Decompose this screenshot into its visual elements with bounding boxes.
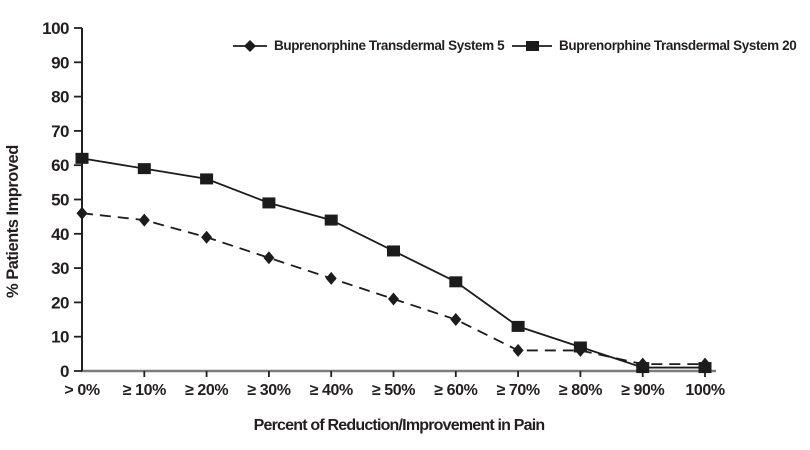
y-tick-label: 50 bbox=[51, 191, 69, 210]
y-tick-label: 20 bbox=[51, 293, 69, 312]
x-tick-label: ≥ 40% bbox=[310, 382, 353, 399]
series-line-square bbox=[81, 157, 705, 369]
data-point-square bbox=[137, 163, 151, 175]
data-point-diamond bbox=[574, 343, 586, 357]
y-tick-label: 10 bbox=[51, 328, 69, 347]
data-point-diamond bbox=[201, 230, 213, 244]
data-point-diamond bbox=[76, 206, 88, 220]
data-point-square bbox=[262, 197, 276, 209]
y-tick-label: 60 bbox=[51, 156, 69, 175]
data-point-diamond bbox=[450, 313, 462, 327]
x-tick-label: ≥ 90% bbox=[621, 382, 664, 399]
x-tick-label: ≥ 60% bbox=[434, 382, 477, 399]
data-point-diamond bbox=[637, 357, 649, 371]
square-marker-icon bbox=[512, 40, 552, 51]
legend-item-system-5: Buprenorphine Transdermal System 5 bbox=[233, 38, 505, 53]
x-tick-label: ≥ 70% bbox=[496, 382, 539, 399]
data-point-square bbox=[324, 214, 338, 226]
data-point-diamond bbox=[388, 292, 399, 306]
y-tick-label: 0 bbox=[60, 362, 69, 381]
x-tick-label: ≥ 30% bbox=[247, 382, 290, 399]
x-tick-label: ≥ 20% bbox=[185, 382, 228, 399]
y-tick-label: 80 bbox=[51, 88, 69, 107]
legend-item-system-20: Buprenorphine Transdermal System 20 bbox=[512, 38, 797, 53]
legend-label-system-5: Buprenorphine Transdermal System 5 bbox=[274, 38, 505, 53]
data-point-square bbox=[75, 152, 89, 164]
y-tick-label: 40 bbox=[51, 225, 69, 244]
x-tick-label: ≥ 50% bbox=[372, 382, 415, 399]
x-tick-label: > 0% bbox=[64, 382, 99, 399]
series-line-diamond bbox=[81, 212, 705, 366]
legend-label-system-20: Buprenorphine Transdermal System 20 bbox=[559, 38, 797, 53]
data-point-square bbox=[387, 245, 400, 257]
data-point-diamond bbox=[138, 213, 150, 227]
y-tick-label: 70 bbox=[51, 122, 69, 141]
x-axis-title: Percent of Reduction/Improvement in Pain bbox=[253, 417, 546, 434]
x-tick-label: ≥ 10% bbox=[123, 382, 166, 399]
data-point-diamond bbox=[699, 357, 711, 371]
x-tick-label: 100% bbox=[685, 382, 724, 399]
data-point-square bbox=[449, 276, 463, 288]
diamond-marker-icon bbox=[233, 39, 267, 52]
y-tick-label: 100 bbox=[42, 19, 69, 38]
data-point-diamond bbox=[512, 343, 524, 357]
y-tick-label: 90 bbox=[51, 53, 69, 72]
data-point-square bbox=[511, 320, 525, 332]
data-point-diamond bbox=[325, 271, 337, 285]
x-tick-label: ≥ 80% bbox=[559, 382, 602, 399]
chart-legend: Buprenorphine Transdermal System 5 Bupre… bbox=[0, 0, 810, 60]
y-tick-label: 30 bbox=[51, 259, 69, 278]
y-axis-title: % Patients Improved bbox=[4, 145, 22, 299]
data-point-diamond bbox=[263, 251, 275, 265]
data-point-square bbox=[200, 173, 214, 185]
